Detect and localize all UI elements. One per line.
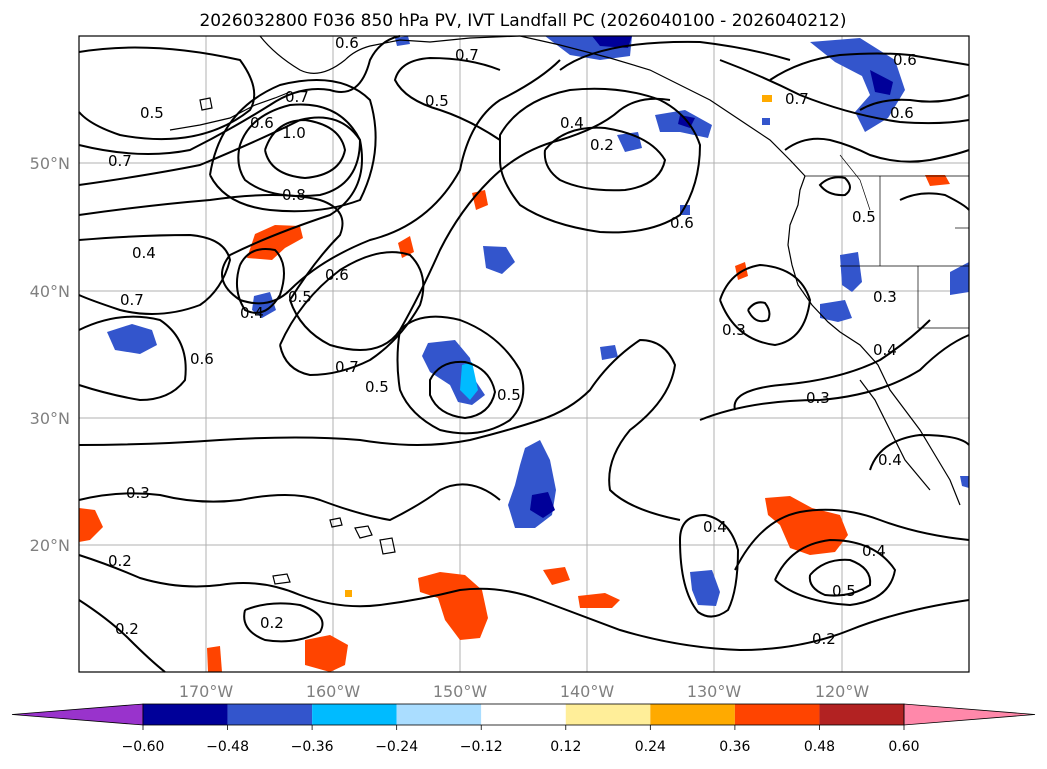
lat-label: 40°N: [30, 282, 70, 301]
colorbar-tick-label: −0.60: [122, 739, 165, 755]
contour-label: 0.6: [250, 114, 274, 132]
latitude-labels: 50°N 40°N 30°N 20°N: [30, 154, 70, 555]
contour-label: 0.2: [260, 614, 284, 632]
contour-label: 0.2: [812, 630, 836, 648]
lat-label: 30°N: [30, 409, 70, 428]
lon-label: 120°W: [815, 682, 870, 701]
contour-label: 0.7: [120, 291, 144, 309]
colorbar-swatch: [227, 704, 313, 725]
contour-label: 0.4: [873, 341, 897, 359]
lon-label: 130°W: [687, 682, 742, 701]
contour-label: 0.4: [240, 304, 264, 322]
contour-label: 0.7: [285, 88, 309, 106]
map-frame: [78, 35, 970, 673]
lon-label: 140°W: [560, 682, 615, 701]
lon-label: 150°W: [433, 682, 488, 701]
colorbar: −0.60 −0.48 −0.36 −0.24 −0.12 0.12 0.24 0.36 0.4…: [11, 703, 1036, 755]
colorbar-tick-label: 0.60: [888, 739, 919, 755]
colorbar-tick-label: −0.48: [206, 739, 249, 755]
longitude-labels: 170°W 160°W 150°W 140°W 130°W 120°W: [179, 682, 870, 701]
contour-label: 0.4: [862, 542, 886, 560]
contour-label: 0.6: [190, 350, 214, 368]
lon-label: 160°W: [306, 682, 361, 701]
contour-label: 0.5: [140, 104, 164, 122]
negative-shading: [107, 36, 969, 606]
contour-label: 0.8: [282, 186, 306, 204]
contour-label: 0.6: [335, 34, 359, 52]
contour-label: 0.2: [590, 136, 614, 154]
contour-labels: 0.6 0.7 0.5 0.7 0.6 0.5 1.0 0.7 0.8 0.4 …: [108, 34, 917, 648]
contour-label: 0.7: [108, 152, 132, 170]
contour-label: 0.6: [670, 214, 694, 232]
contour-label: 0.6: [890, 104, 914, 122]
contour-label: 0.5: [425, 92, 449, 110]
contour-label: 0.4: [703, 518, 727, 536]
contour-label: 0.5: [288, 288, 312, 306]
colorbar-tick-label: −0.24: [375, 739, 418, 755]
contour-label: 0.3: [806, 389, 830, 407]
colorbar-swatch: [396, 704, 482, 725]
contour-label: 0.3: [722, 321, 746, 339]
contour-label: 0.3: [126, 484, 150, 502]
contour-label: 0.5: [365, 378, 389, 396]
colorbar-swatch: [650, 704, 735, 725]
colorbar-extension-high: [903, 703, 1036, 726]
colorbar-tick-label: 0.48: [804, 739, 835, 755]
contour-label: 0.7: [335, 358, 359, 376]
colorbar-swatch: [481, 704, 566, 725]
lat-label: 50°N: [30, 154, 70, 173]
contour-label: 0.4: [132, 244, 156, 262]
contour-label: 0.7: [455, 46, 479, 64]
contour-label: 0.7: [785, 90, 809, 108]
contour-label: 0.2: [108, 552, 132, 570]
colorbar-tick-label: 0.24: [635, 739, 666, 755]
colorbar-tick-label: −0.12: [460, 739, 503, 755]
colorbar-tick-label: 0.36: [719, 739, 750, 755]
contour-label: 0.4: [560, 114, 584, 132]
colorbar-swatch: [734, 704, 820, 725]
contour-label: 0.5: [832, 582, 856, 600]
colorbar-extension-low: [11, 703, 144, 726]
contour-label: 0.6: [893, 51, 917, 69]
map-title: 2026032800 F036 850 hPa PV, IVT Landfall…: [199, 11, 846, 31]
contour-label: 0.5: [852, 208, 876, 226]
contour-label: 1.0: [282, 124, 306, 142]
contour-label: 0.4: [878, 451, 902, 469]
contour-label: 0.5: [497, 386, 521, 404]
gridlines: [79, 36, 969, 672]
lon-label: 170°W: [179, 682, 234, 701]
colorbar-frame: [142, 703, 905, 726]
pv-contours: [78, 35, 970, 673]
colorbar-tick-label: −0.36: [291, 739, 334, 755]
colorbar-swatch: [819, 704, 904, 725]
map-area: 0.6 0.7 0.5 0.7 0.6 0.5 1.0 0.7 0.8 0.4 …: [78, 34, 970, 673]
lat-label: 20°N: [30, 536, 70, 555]
colorbar-tick-label: 0.12: [550, 739, 581, 755]
colorbar-swatch: [565, 704, 651, 725]
colorbar-swatch: [143, 704, 228, 725]
contour-label: 0.2: [115, 620, 139, 638]
colorbar-swatch: [312, 704, 397, 725]
contour-label: 0.3: [873, 288, 897, 306]
contour-label: 0.6: [325, 266, 349, 284]
